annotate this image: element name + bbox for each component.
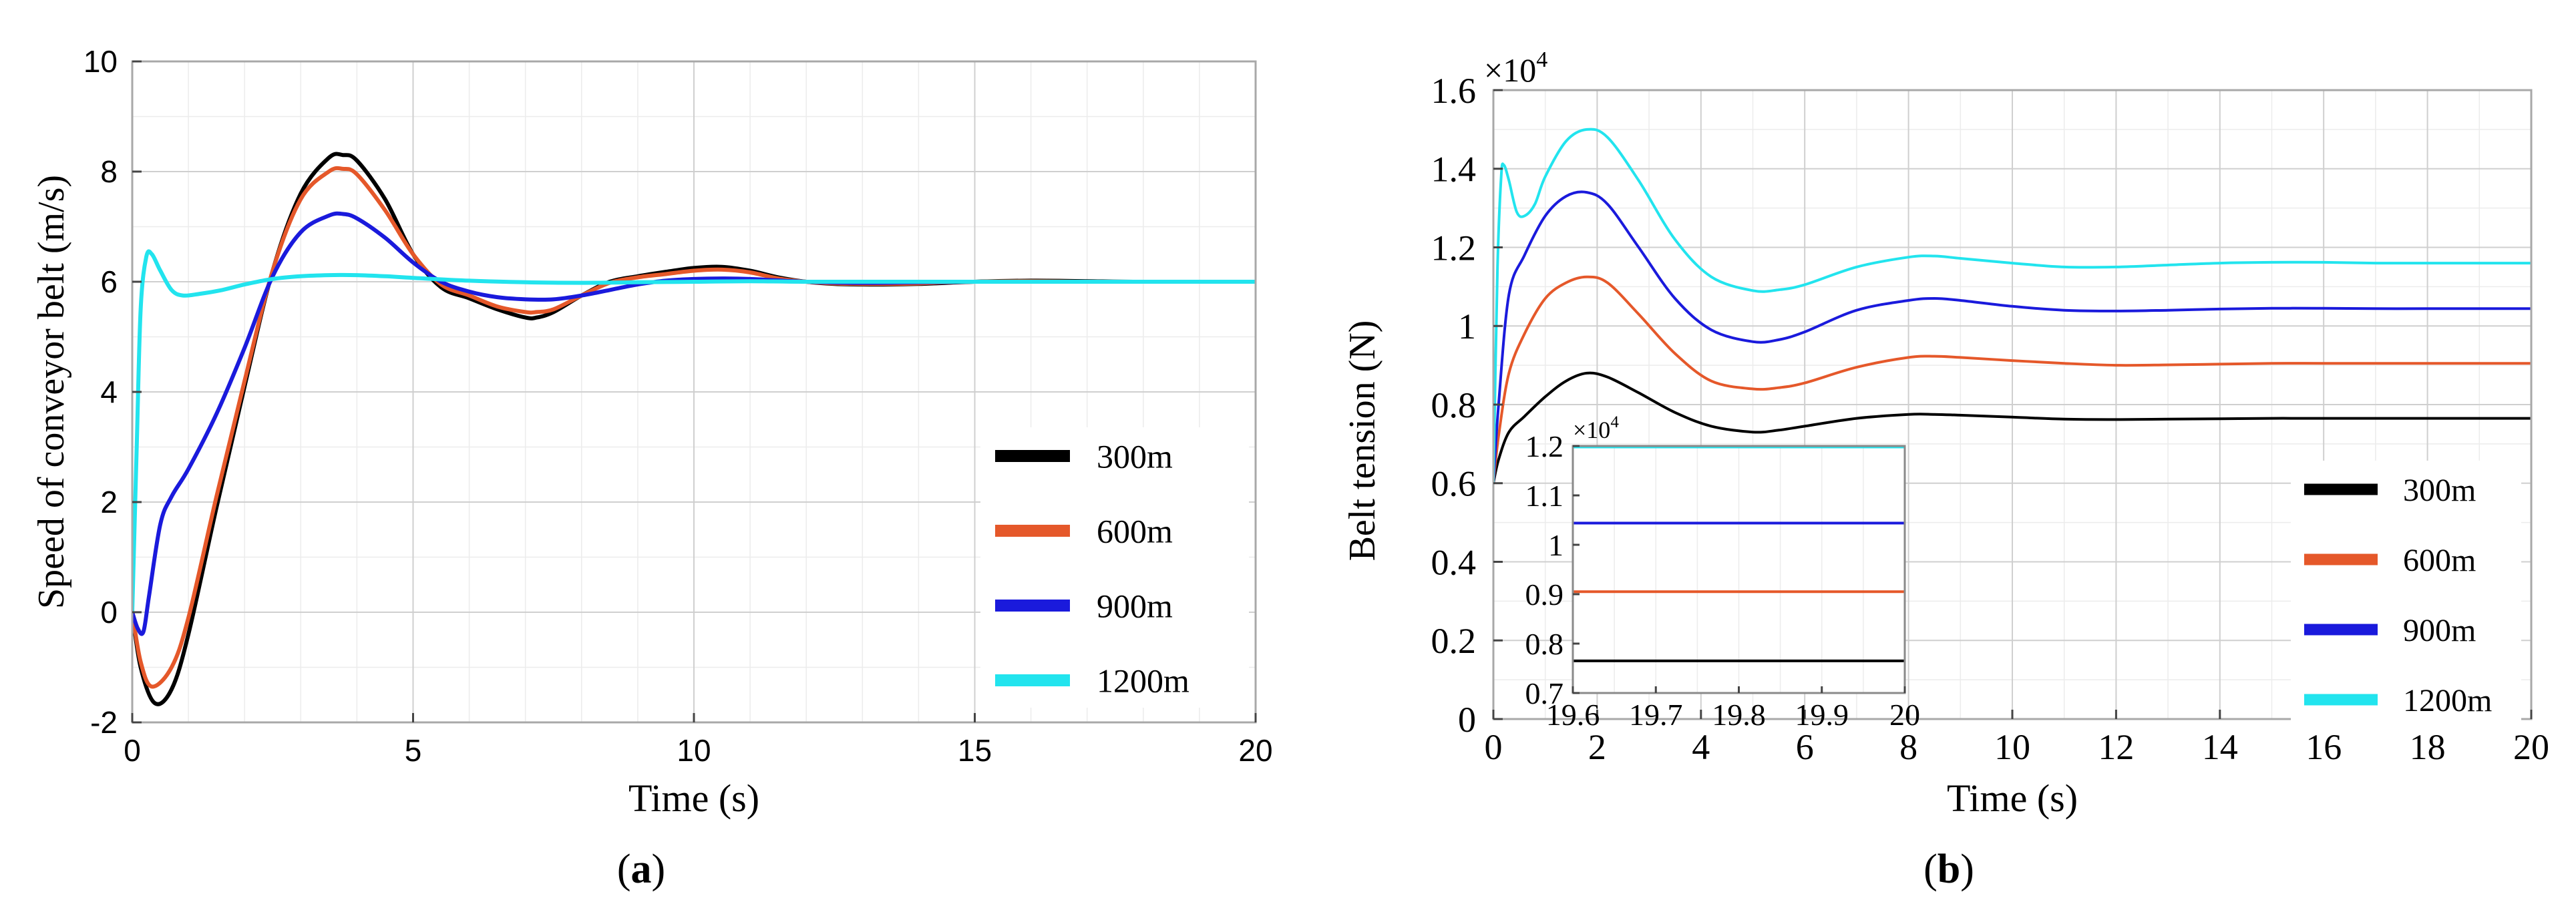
legend-label-300m: 300m <box>2403 473 2476 508</box>
exponent-power-b: 4 <box>1536 47 1547 72</box>
y-tick-label: 0.6 <box>1431 464 1477 504</box>
series-line-300m <box>1493 371 2531 484</box>
series-line-1200m <box>1493 128 2531 483</box>
inset-x-tick-label: 19.6 <box>1546 698 1600 732</box>
x-tick-label: 20 <box>1238 733 1272 768</box>
y-tick-label: 1 <box>1458 306 1476 347</box>
inset-x-tick-label: 20 <box>1889 698 1920 732</box>
inset-x-tick-label: 19.8 <box>1712 698 1766 732</box>
y-tick-label: 1.4 <box>1431 150 1477 190</box>
x-axis-label-b: Time (s) <box>1947 776 2078 820</box>
x-tick-label: 15 <box>958 733 992 768</box>
legend-b: 300m 600m 900m 1200m <box>2291 461 2521 721</box>
exponent-label-b: ×104 <box>1484 47 1547 89</box>
y-tick-label: 0.8 <box>1431 385 1477 425</box>
x-tick-label: 14 <box>2202 727 2238 767</box>
y-tick-label: 0.2 <box>1431 621 1477 661</box>
series-line-600m <box>1493 275 2531 484</box>
x-tick-label: 0 <box>124 733 141 768</box>
legend-label-900m: 900m <box>1097 588 1173 625</box>
inset-ticks: 19.6 19.7 19.8 19.9 20 0.7 0.8 0.9 1 1.1 1.2 <box>1525 429 1921 732</box>
x-axis-label-a: Time (s) <box>628 776 759 820</box>
legend-label-600m: 600m <box>1097 513 1173 550</box>
y-tick-label: 10 <box>83 44 118 79</box>
y-tick-label: 4 <box>100 375 118 409</box>
x-tick-label: 0 <box>1485 727 1503 767</box>
legend-label-600m: 600m <box>2403 543 2476 578</box>
legend-label-900m: 900m <box>2403 613 2476 648</box>
legend-box-a <box>980 427 1249 708</box>
y-tick-label: 1.2 <box>1431 228 1477 268</box>
x-tick-label: 16 <box>2306 727 2342 767</box>
x-tick-label: 10 <box>1994 727 2030 767</box>
y-tick-label: 8 <box>100 154 118 189</box>
inset-x-tick-label: 19.9 <box>1795 698 1849 732</box>
y-tick-label: 0.4 <box>1431 542 1477 582</box>
inset-y-tick-label: 1.2 <box>1525 429 1564 463</box>
inset-y-tick-label: 0.9 <box>1525 578 1564 612</box>
series-group-b <box>1493 128 2531 484</box>
legend-label-300m: 300m <box>1097 438 1173 475</box>
x-tick-label: 20 <box>2513 727 2549 767</box>
legend-label-1200m: 1200m <box>2403 683 2492 718</box>
panel-caption-a: (a) <box>617 847 665 892</box>
series-line-900m <box>1493 190 2531 483</box>
inset-b: 19.6 19.7 19.8 19.9 20 0.7 0.8 0.9 1 1.1 1.2 ×104 <box>1525 413 1921 732</box>
inset-exponent-base: ×10 <box>1573 417 1610 443</box>
x-tick-label: 8 <box>1899 727 1917 767</box>
y-tick-label: 0 <box>100 595 118 630</box>
panel-caption-b: (b) <box>1923 847 1974 892</box>
x-tick-label: 10 <box>677 733 711 768</box>
exponent-base-b: ×10 <box>1484 51 1536 89</box>
y-tick-label: 6 <box>100 264 118 299</box>
legend-a: 300m 600m 900m 1200m <box>980 427 1249 708</box>
x-tick-label: 18 <box>2410 727 2446 767</box>
inset-exponent-power: 4 <box>1610 413 1619 431</box>
y-tick-label: 1.6 <box>1431 71 1477 111</box>
legend-box-b <box>2291 461 2521 721</box>
series-group-a <box>132 152 1256 706</box>
y-tick-label: 2 <box>100 485 118 519</box>
inset-exponent-label: ×104 <box>1573 413 1619 443</box>
inset-x-tick-label: 19.7 <box>1629 698 1683 732</box>
panel-b: 0 2 4 6 8 10 12 14 16 18 2000.20.40.60.811.21.41.6… <box>1342 47 2549 892</box>
legend-label-1200m: 1200m <box>1097 662 1189 700</box>
inset-y-tick-label: 0.8 <box>1525 627 1564 661</box>
x-tick-label: 5 <box>405 733 422 768</box>
y-axis-label-b: Belt tension (N) <box>1342 320 1383 561</box>
x-tick-label: 6 <box>1796 727 1814 767</box>
x-tick-label: 4 <box>1692 727 1710 767</box>
y-tick-label: -2 <box>90 705 118 740</box>
inset-y-tick-label: 1 <box>1548 528 1563 562</box>
inset-grid <box>1614 446 1864 693</box>
y-axis-label-a: Speed of conveyor belt (m/s) <box>31 175 72 609</box>
x-tick-label: 2 <box>1588 727 1606 767</box>
inset-y-tick-label: 0.7 <box>1525 676 1564 710</box>
panel-letter-b: b <box>1938 847 1960 892</box>
inset-y-tick-label: 1.1 <box>1525 479 1564 513</box>
x-tick-label: 12 <box>2098 727 2134 767</box>
y-tick-label: 0 <box>1458 700 1476 740</box>
series-line-1200m <box>132 249 1256 613</box>
panel-letter-a: a <box>631 847 652 892</box>
